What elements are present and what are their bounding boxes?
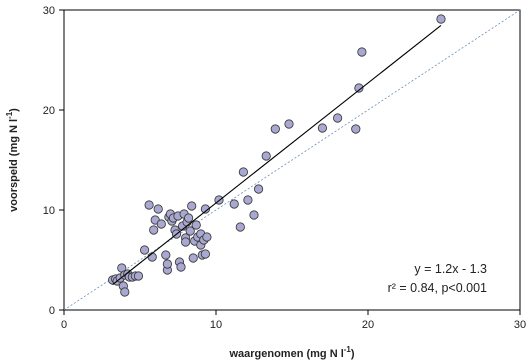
x-tick-label: 20 [362, 319, 374, 331]
identity-line-layer [63, 9, 521, 311]
x-tick-label: 30 [514, 319, 526, 331]
data-point [200, 204, 210, 214]
data-point [188, 253, 198, 263]
data-point [284, 119, 294, 129]
data-point [144, 200, 154, 210]
data-point [436, 14, 446, 24]
data-point [185, 226, 195, 236]
data-point [202, 232, 212, 242]
y-tick-label: 30 [43, 5, 55, 17]
regression-stats: r² = 0.84, p<0.001 [388, 281, 487, 295]
x-tick-label: 10 [210, 319, 222, 331]
data-point [317, 123, 327, 133]
data-point [181, 237, 191, 247]
data-point [261, 151, 271, 161]
data-point [156, 219, 166, 229]
data-point [243, 195, 253, 205]
data-point [191, 220, 201, 230]
y-axis-label: voorspeld (mg N l-1) [5, 108, 20, 212]
data-point [184, 213, 194, 223]
data-point [133, 271, 144, 281]
data-point [235, 222, 245, 232]
data-point [351, 124, 361, 134]
x-axis-label: waargenomen (mg N l-1) [228, 345, 354, 360]
y-tick-label: 10 [43, 205, 55, 217]
data-point [200, 249, 210, 259]
data-point [187, 201, 197, 211]
data-point [153, 204, 163, 214]
identity-line [63, 9, 521, 311]
data-point [149, 225, 159, 235]
fit-line-layer [112, 24, 442, 286]
data-point [254, 184, 264, 194]
y-axis-ticks: 0 10 20 30 [43, 5, 64, 317]
data-point [120, 287, 130, 297]
data-point [140, 245, 150, 255]
data-point [249, 210, 259, 220]
regression-equation: y = 1.2x - 1.3 [414, 262, 487, 276]
data-point [238, 167, 248, 177]
x-axis-ticks: 0 10 20 30 [61, 310, 526, 331]
data-point [270, 124, 280, 134]
y-tick-label: 0 [49, 305, 55, 317]
data-point [161, 250, 171, 260]
data-point [332, 113, 343, 123]
x-tick-label: 0 [61, 319, 67, 331]
data-point [357, 47, 367, 57]
data-point [229, 199, 239, 209]
data-point [176, 262, 186, 272]
y-tick-label: 20 [43, 105, 55, 117]
data-point [354, 83, 364, 93]
fit-line [112, 24, 442, 286]
data-point [162, 259, 172, 269]
data-points [108, 14, 446, 297]
